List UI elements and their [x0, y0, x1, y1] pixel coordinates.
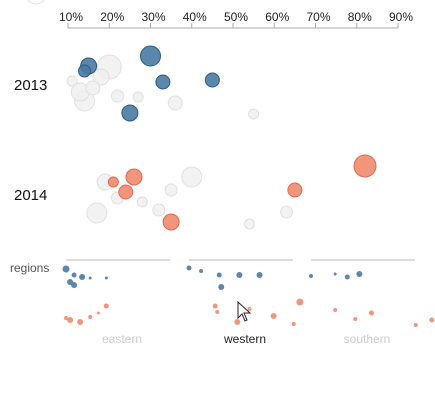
x-tick-label: 70%	[306, 10, 330, 24]
region-dot-2013	[71, 282, 78, 288]
x-tick-label: 10%	[59, 10, 83, 24]
region-dot-2014	[291, 322, 296, 326]
region-dot-2013	[62, 265, 70, 273]
region-dot-2014	[96, 311, 100, 315]
row-label-2013: 2013	[14, 77, 47, 94]
clipped-bubble	[27, 0, 45, 5]
bubble-2014[interactable]	[181, 166, 203, 188]
region-dot-2014	[64, 316, 68, 320]
bubble-2014[interactable]	[136, 196, 148, 208]
x-tick-label: 20%	[100, 10, 124, 24]
region-label-eastern[interactable]: eastern	[102, 332, 142, 346]
region-dot-2014	[103, 303, 109, 309]
bubble-2013[interactable]	[167, 95, 183, 111]
region-dot-2014	[77, 319, 84, 325]
bubble-2013[interactable]	[78, 64, 91, 78]
x-tick-label: 80%	[348, 10, 372, 24]
x-tick-label: 60%	[265, 10, 289, 24]
bubble-2013[interactable]	[248, 108, 260, 120]
bubble-2014[interactable]	[287, 182, 303, 198]
bubble-2014[interactable]	[162, 213, 180, 231]
bubble-2014[interactable]	[353, 154, 377, 178]
bubble-2014[interactable]	[164, 183, 178, 197]
region-dot-2013	[216, 272, 222, 278]
bubble-2014[interactable]	[86, 202, 108, 224]
bubble-2014[interactable]	[152, 203, 166, 217]
region-dot-2013	[199, 269, 204, 273]
region-dot-2013	[309, 274, 313, 278]
region-dot-2013	[218, 284, 225, 290]
bubble-2014[interactable]	[118, 184, 134, 200]
region-dot-2014	[413, 323, 418, 327]
region-dot-2014	[247, 307, 252, 311]
region-dot-2014	[215, 310, 220, 314]
bubble-2014[interactable]	[244, 218, 255, 230]
x-tick-label: 30%	[141, 10, 165, 24]
bubble-2013[interactable]	[121, 104, 139, 122]
row-label-2014: 2014	[14, 187, 47, 204]
region-dot-2013	[104, 276, 108, 280]
bubble-2013[interactable]	[132, 91, 144, 103]
region-dot-2014	[212, 303, 218, 309]
mouse-cursor-icon	[237, 300, 252, 322]
region-label-southern[interactable]: southern	[344, 332, 391, 346]
region-dot-2013	[236, 272, 243, 278]
bubble-2013[interactable]	[111, 89, 124, 103]
bubble-2013[interactable]	[204, 72, 220, 88]
bubble-2014[interactable]	[280, 205, 294, 219]
region-dot-2013	[344, 274, 350, 280]
region-dot-2014	[429, 317, 435, 323]
x-tick-label: 40%	[183, 10, 207, 24]
x-tick-label: 90%	[389, 10, 413, 24]
region-dot-2013	[333, 272, 337, 276]
region-dot-2014	[270, 313, 277, 319]
bubble-2013[interactable]	[92, 68, 110, 86]
region-label-western[interactable]: western	[223, 332, 266, 346]
region-dot-2013	[71, 272, 77, 278]
region-dot-2014	[353, 317, 358, 321]
bubble-2013[interactable]	[66, 75, 78, 87]
region-dot-2014	[368, 310, 374, 316]
region-dot-2013	[256, 272, 263, 278]
bubble-2014[interactable]	[107, 176, 119, 188]
region-dot-2014	[88, 315, 93, 319]
region-dot-2014	[333, 308, 338, 312]
region-dot-2013	[88, 276, 92, 280]
bubble-2013[interactable]	[140, 45, 161, 67]
region-dot-2014	[67, 317, 74, 323]
region-dot-2014	[234, 319, 241, 325]
bubble-2013[interactable]	[155, 74, 171, 90]
bubble-2013[interactable]	[85, 80, 101, 96]
bubble-2014[interactable]	[125, 168, 143, 186]
region-dot-2013	[356, 271, 363, 277]
region-dot-2014	[296, 298, 304, 306]
region-dot-2013	[186, 265, 192, 271]
regions-label: regions	[10, 261, 49, 275]
x-tick-label: 50%	[224, 10, 248, 24]
region-dot-2013	[79, 274, 86, 280]
